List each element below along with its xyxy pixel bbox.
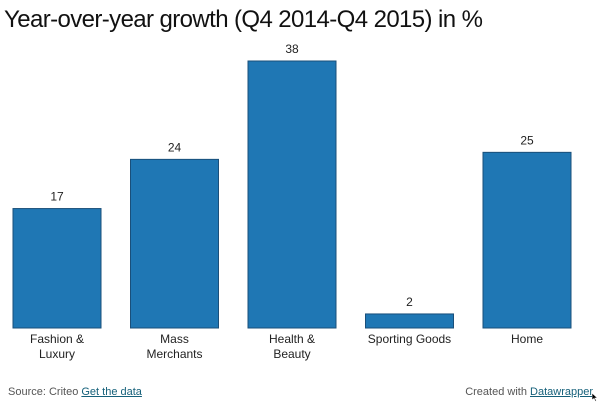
category-label: Beauty [273,347,310,361]
bar [130,158,219,329]
bar [247,60,337,329]
source-line: Source: Criteo Get the data [8,386,142,398]
bar [12,208,102,329]
bar-value-label: 24 [168,140,182,154]
bar-value-label: 25 [520,133,534,147]
category-label: Mass [160,332,189,346]
category-label: Fashion & [30,332,84,346]
category-label: Merchants [146,347,202,361]
bar [365,313,454,329]
category-label: Sporting Goods [368,332,451,346]
bar [482,151,572,329]
credit-line: Created with Datawrapper [465,386,593,398]
mouse-cursor-icon [592,393,599,402]
credit-text: Created with [465,386,527,398]
category-label: Home [511,332,543,346]
source-text: Source: Criteo [8,386,79,398]
category-label: Health & [269,332,315,346]
chart-title: Year-over-year growth (Q4 2014-Q4 2015) … [4,6,483,33]
bar-value-label: 2 [406,295,413,309]
datawrapper-link[interactable]: Datawrapper [530,386,593,398]
bar-value-label: 17 [50,190,64,204]
get-data-link[interactable]: Get the data [81,386,142,398]
category-label: Luxury [39,347,75,361]
bar-value-label: 38 [285,42,299,56]
